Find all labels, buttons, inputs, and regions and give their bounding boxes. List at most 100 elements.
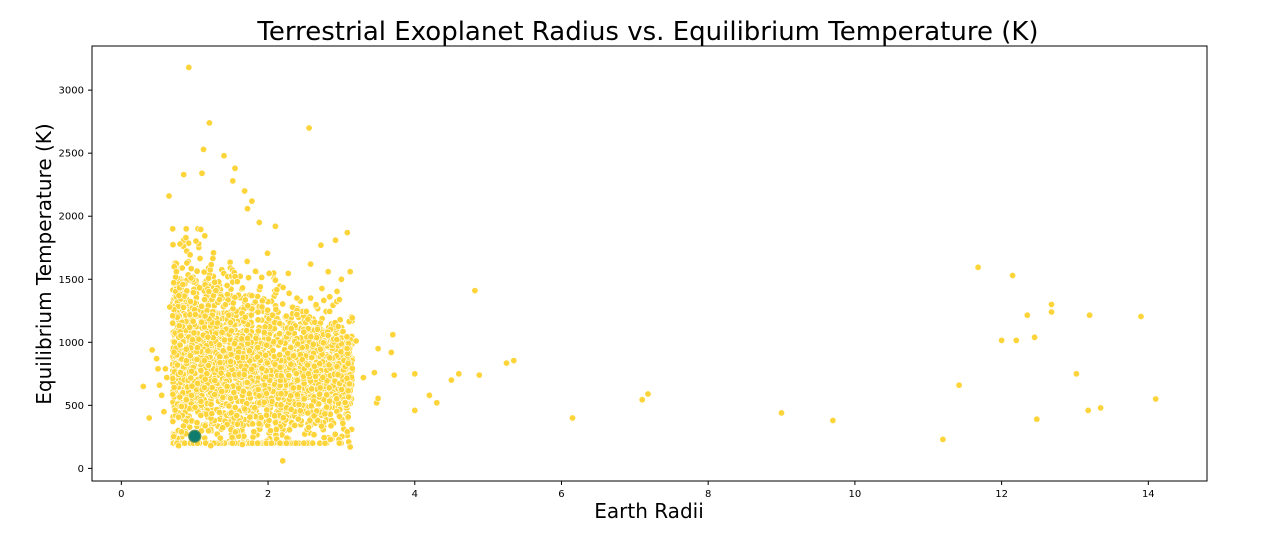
data-point [310,412,318,420]
data-point [182,234,190,242]
data-point [359,374,367,382]
data-point [169,225,177,233]
data-point [295,400,303,408]
data-point [243,327,251,335]
data-point [245,347,253,355]
data-point [182,357,190,365]
data-point [197,397,205,405]
y-axis: 0 500 1000 1500 2000 2500 3000 [59,86,92,475]
data-point [269,346,277,354]
data-point [333,335,341,343]
data-point [1031,333,1039,341]
data-point [246,413,254,421]
data-point [258,303,266,311]
data-point [475,371,483,379]
data-point [316,390,324,398]
data-point [346,443,354,451]
data-point [244,302,252,310]
y-tick-label: 0 [78,464,84,475]
data-point [223,382,231,390]
data-point [225,402,233,410]
data-point [227,350,235,358]
data-point [193,355,201,363]
data-point [307,333,315,341]
data-point [227,409,235,417]
data-point [502,359,510,367]
data-point [231,164,239,172]
data-point [169,312,177,320]
data-point [240,371,248,379]
data-point [189,317,197,325]
data-point [411,370,419,378]
data-point [169,390,177,398]
data-point [300,328,308,336]
data-point [204,347,212,355]
data-point [247,311,255,319]
data-point [255,392,263,400]
data-point [313,325,321,333]
data-point [161,365,169,373]
data-point [374,345,382,353]
data-point [326,307,334,315]
data-point [215,408,223,416]
y-axis-label: Equilibrium Temperature (K) [32,123,56,404]
data-point [154,365,162,373]
data-point [191,311,199,319]
y-tick-label: 1500 [59,275,84,286]
data-point [311,372,319,380]
data-point [211,390,219,398]
data-point [169,241,177,249]
data-point [326,397,334,405]
data-point [201,375,209,383]
data-point [276,363,284,371]
data-point [216,296,224,304]
data-point [316,345,324,353]
data-point [239,284,247,292]
y-tick-label: 1000 [59,338,84,349]
data-point [273,286,281,294]
x-tick-label: 10 [849,489,862,500]
data-point [178,402,186,410]
data-point [310,431,318,439]
data-point [272,425,280,433]
data-point [251,404,259,412]
data-point [1084,406,1092,414]
data-point [309,340,317,348]
data-point [193,419,201,427]
data-point [172,268,180,276]
data-point [425,391,433,399]
data-point [263,249,271,257]
data-point [389,331,397,339]
data-point [241,296,249,304]
data-point [284,349,292,357]
data-point [190,329,198,337]
data-point [316,384,324,392]
data-point [326,354,334,362]
data-point [231,403,239,411]
data-point [216,353,224,361]
data-point [829,416,837,424]
data-point [312,301,320,309]
x-tick-label: 12 [995,489,1008,500]
data-point [319,373,327,381]
data-point [229,299,237,307]
data-point [346,268,354,276]
data-point [254,316,262,324]
data-point [165,192,173,200]
data-point [300,439,308,447]
data-point [287,325,295,333]
data-point [339,419,347,427]
data-point [1097,404,1105,412]
data-point [187,274,195,282]
data-point [256,283,264,291]
data-point [348,364,356,372]
data-point [294,340,302,348]
data-point [243,257,251,265]
data-point [182,396,190,404]
data-point [265,269,273,277]
data-point [279,283,287,291]
data-point [241,405,249,413]
data-point [177,369,185,377]
data-point [1023,311,1031,319]
